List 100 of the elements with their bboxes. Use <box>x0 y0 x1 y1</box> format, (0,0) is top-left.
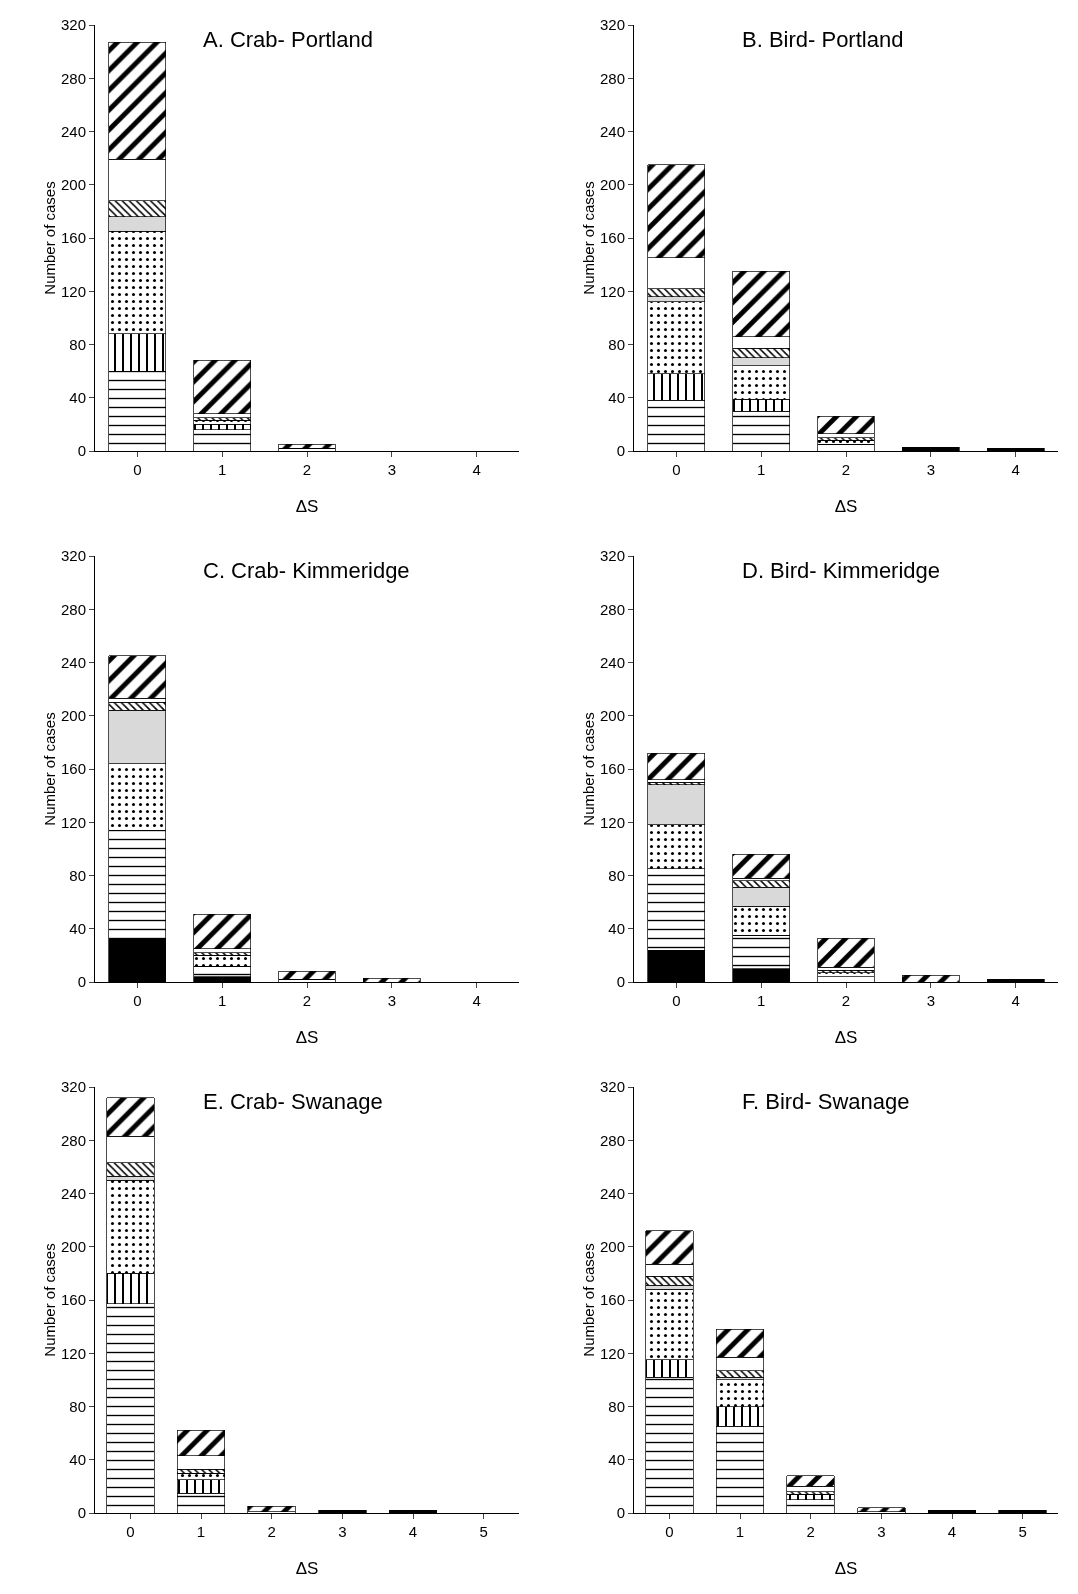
y-tick-label: 120 <box>599 282 625 300</box>
y-tick-label: 240 <box>599 653 625 671</box>
y-tick-label: 80 <box>608 866 625 884</box>
y-tick-label: 80 <box>69 335 86 353</box>
x-tick-label: 5 <box>479 1523 488 1540</box>
chart-title: D. Bird- Kimmeridge <box>742 558 941 583</box>
y-tick-label: 160 <box>60 1291 86 1309</box>
y-tick-label: 280 <box>60 69 86 87</box>
x-tick-label: 2 <box>302 461 312 478</box>
x-tick-label: 3 <box>387 461 396 478</box>
y-tick-label: 160 <box>599 1291 625 1309</box>
x-tick-label: 2 <box>302 992 312 1009</box>
y-tick-label: 200 <box>60 707 86 724</box>
x-tick-label: 0 <box>672 992 681 1009</box>
y-tick-label: 200 <box>60 1238 86 1255</box>
y-tick-label: 40 <box>608 1451 625 1468</box>
y-tick-label: 240 <box>60 653 86 671</box>
x-tick-label: 3 <box>926 992 935 1009</box>
y-tick-label: 280 <box>599 600 625 618</box>
x-tick-label: 3 <box>338 1523 347 1540</box>
y-tick-label: 160 <box>60 229 86 247</box>
y-tick-label: 320 <box>60 547 86 565</box>
y-tick-label: 40 <box>69 920 86 937</box>
x-tick-label: 0 <box>133 461 142 478</box>
y-axis-title: Number of cases <box>41 181 58 295</box>
x-tick-label: 2 <box>806 1523 815 1540</box>
x-tick-label: 4 <box>472 461 481 478</box>
y-tick-label: 120 <box>60 1344 86 1362</box>
y-tick-label: 80 <box>69 1397 86 1415</box>
y-tick-label: 160 <box>60 760 86 778</box>
y-tick-label: 0 <box>616 973 625 991</box>
x-tick-label: 3 <box>387 992 396 1009</box>
chart-title: B. Bird- Portland <box>742 27 904 52</box>
x-tick-label: 5 <box>1018 1523 1027 1540</box>
x-tick-label: 1 <box>196 1523 206 1540</box>
y-tick-label: 120 <box>599 813 625 831</box>
x-axis-title: ΔS <box>295 1559 319 1578</box>
y-tick-label: 240 <box>599 1184 625 1202</box>
y-tick-label: 0 <box>77 1504 86 1522</box>
y-tick-label: 280 <box>599 69 625 87</box>
y-tick-label: 320 <box>599 16 625 34</box>
x-tick-label: 2 <box>841 992 851 1009</box>
x-axis-title: ΔS <box>834 497 858 516</box>
y-tick-label: 320 <box>60 16 86 34</box>
y-tick-label: 320 <box>60 1078 86 1096</box>
chart-title: E. Crab- Swanage <box>203 1089 383 1114</box>
x-tick-label: 0 <box>133 992 142 1009</box>
x-tick-label: 0 <box>672 461 681 478</box>
y-tick-label: 200 <box>599 1238 625 1255</box>
y-tick-label: 200 <box>599 707 625 724</box>
x-tick-label: 3 <box>877 1523 886 1540</box>
y-tick-label: 120 <box>599 1344 625 1362</box>
x-tick-label: 4 <box>408 1523 418 1540</box>
x-tick-label: 2 <box>267 1523 276 1540</box>
chart-title: C. Crab- Kimmeridge <box>203 558 410 583</box>
y-tick-label: 240 <box>599 122 625 140</box>
y-tick-label: 280 <box>60 600 86 618</box>
y-tick-label: 0 <box>77 973 86 991</box>
y-tick-label: 160 <box>599 229 625 247</box>
y-tick-label: 240 <box>60 1184 86 1202</box>
y-tick-label: 40 <box>608 920 625 937</box>
x-tick-label: 1 <box>757 992 766 1009</box>
y-axis-title: Number of cases <box>41 712 58 826</box>
y-tick-label: 320 <box>599 1078 625 1096</box>
x-tick-label: 3 <box>926 461 935 478</box>
x-tick-label: 2 <box>841 461 851 478</box>
y-tick-label: 320 <box>599 547 625 565</box>
y-tick-label: 40 <box>608 389 625 406</box>
x-tick-label: 0 <box>665 1523 674 1540</box>
y-tick-label: 280 <box>599 1131 625 1149</box>
y-tick-label: 240 <box>60 122 86 140</box>
y-tick-label: 280 <box>60 1131 86 1149</box>
y-tick-label: 0 <box>616 442 625 460</box>
chart-title: F. Bird- Swanage <box>742 1089 910 1114</box>
chart-title: A. Crab- Portland <box>203 27 373 52</box>
x-axis-title: ΔS <box>295 1028 319 1047</box>
x-tick-label: 4 <box>472 992 481 1009</box>
x-axis-title: ΔS <box>834 1028 858 1047</box>
x-axis-title: ΔS <box>295 497 319 516</box>
x-axis-title: ΔS <box>834 1559 858 1578</box>
x-tick-label: 4 <box>1011 992 1020 1009</box>
y-tick-label: 80 <box>608 335 625 353</box>
y-axis-title: Number of cases <box>41 1243 58 1357</box>
y-tick-label: 80 <box>608 1397 625 1415</box>
y-tick-label: 0 <box>77 442 86 460</box>
x-tick-label: 1 <box>735 1523 745 1540</box>
x-tick-label: 0 <box>126 1523 135 1540</box>
y-tick-label: 120 <box>60 282 86 300</box>
y-tick-label: 80 <box>69 866 86 884</box>
y-axis-title: Number of cases <box>580 181 597 295</box>
y-tick-label: 40 <box>69 1451 86 1468</box>
x-tick-label: 4 <box>1011 461 1020 478</box>
y-tick-label: 40 <box>69 389 86 406</box>
y-tick-label: 200 <box>599 176 625 193</box>
x-tick-label: 4 <box>947 1523 957 1540</box>
y-tick-label: 120 <box>60 813 86 831</box>
x-tick-label: 1 <box>757 461 766 478</box>
y-axis-title: Number of cases <box>580 1243 597 1357</box>
y-axis-title: Number of cases <box>580 712 597 826</box>
y-tick-label: 0 <box>616 1504 625 1522</box>
